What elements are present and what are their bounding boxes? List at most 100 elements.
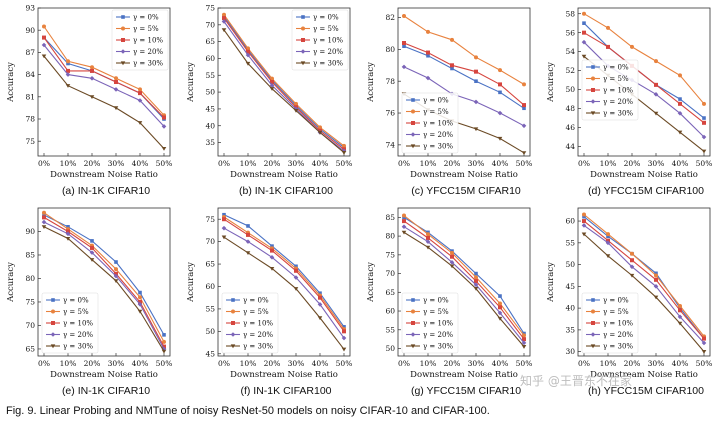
x-tick-label: 0%: [218, 359, 230, 368]
marker-point: [654, 277, 658, 282]
marker-point: [230, 332, 236, 337]
series-group: [221, 235, 347, 352]
y-tick-label: 82: [385, 13, 395, 22]
series-line: [583, 32, 705, 124]
marker-point: [246, 232, 250, 237]
marker-point: [341, 148, 347, 154]
marker-point: [654, 271, 658, 276]
x-tick-label: 50%: [696, 359, 713, 368]
marker-point: [678, 303, 682, 308]
marker-point: [474, 279, 478, 284]
marker-point: [300, 61, 306, 66]
legend-label: γ = 0%: [243, 297, 269, 305]
marker-point: [582, 212, 586, 217]
marker-point: [449, 264, 455, 269]
marker-point: [341, 151, 347, 155]
legend-label: γ = 0%: [423, 297, 449, 305]
marker-point: [50, 344, 56, 349]
legend-label: γ = 5%: [313, 25, 339, 33]
legend-label: γ = 30%: [423, 143, 453, 151]
marker-point: [653, 111, 659, 116]
legend-label: γ = 10%: [423, 320, 453, 328]
legend: γ = 0% γ = 5% γ = 10% γ = 20% γ = 30%: [291, 9, 349, 71]
marker-point: [522, 106, 526, 111]
x-axis-label: Downstream Noise Ratio: [590, 170, 698, 180]
y-tick-label: 75: [25, 137, 35, 146]
marker-point: [410, 332, 416, 337]
marker-point: [474, 275, 478, 280]
y-tick-label: 54: [565, 47, 575, 56]
chart-panel: 74 76 78 80 82 0% 10% 20% 30% 40% 50% Downstream No…: [366, 7, 532, 197]
marker-point: [701, 134, 707, 140]
marker-point: [498, 294, 502, 298]
marker-point: [402, 219, 406, 224]
marker-point: [581, 54, 587, 59]
series-group: [402, 44, 526, 111]
marker-point: [42, 210, 46, 215]
marker-point: [41, 54, 47, 59]
marker-point: [450, 37, 454, 42]
series-group: [582, 212, 706, 339]
series-group: [42, 24, 166, 118]
x-axis-label: Downstream Noise Ratio: [50, 170, 158, 180]
marker-point: [677, 321, 683, 326]
marker-point: [582, 21, 586, 25]
marker-point: [138, 299, 142, 304]
marker-point: [318, 291, 322, 296]
marker-point: [137, 98, 143, 103]
legend-box: [291, 9, 349, 71]
legend-label: γ = 10%: [423, 120, 453, 128]
marker-point: [497, 136, 503, 141]
x-tick-label: 20%: [264, 359, 281, 368]
y-tick-label: 50: [565, 85, 575, 94]
y-tick-label: 75: [205, 4, 215, 13]
y-tick-label: 70: [205, 237, 215, 246]
marker-point: [410, 144, 416, 149]
legend-label: γ = 0%: [313, 14, 339, 22]
marker-point: [701, 340, 707, 346]
marker-point: [221, 235, 227, 240]
legend-box: [401, 92, 459, 154]
marker-point: [51, 321, 55, 325]
marker-point: [590, 332, 596, 337]
marker-point: [605, 240, 611, 246]
y-tick-label: 65: [205, 37, 215, 46]
series-line: [43, 214, 165, 336]
marker-point: [42, 24, 46, 29]
marker-point: [270, 248, 274, 253]
marker-point: [90, 239, 94, 243]
series-group: [221, 225, 347, 341]
legend: γ = 0% γ = 5% γ = 10% γ = 20% γ = 30%: [221, 292, 279, 354]
plot-frame: [397, 7, 531, 157]
y-tick-label: 78: [25, 115, 35, 124]
legend-box: [41, 292, 99, 354]
marker-point: [270, 244, 274, 248]
y-tick-label: 55: [385, 325, 395, 334]
y-tick-label: 85: [385, 213, 395, 222]
marker-point: [653, 295, 659, 300]
marker-point: [701, 149, 707, 154]
y-tick-label: 90: [25, 227, 35, 236]
series-line: [583, 214, 705, 337]
chart-panel: 30 35 40 45 50 55 60 0% 10% 20% 30% 40% 50% Downstrea…: [546, 207, 713, 397]
series-line: [223, 236, 345, 350]
y-tick-label: 60: [205, 282, 215, 291]
marker-point: [89, 250, 95, 255]
y-tick-label: 40: [205, 121, 215, 130]
marker-point: [65, 231, 71, 237]
series-group: [401, 224, 527, 346]
y-axis-label: Accuracy: [366, 262, 376, 303]
marker-point: [630, 258, 634, 263]
chart-title: (e) IN-1K CIFAR10: [62, 385, 150, 397]
marker-point: [66, 224, 70, 229]
marker-point: [411, 109, 415, 114]
marker-point: [51, 309, 55, 314]
marker-point: [121, 26, 125, 31]
x-tick-label: 20%: [84, 159, 101, 168]
series-line: [403, 220, 525, 340]
series-group: [222, 217, 346, 334]
y-tick-label: 70: [25, 321, 35, 330]
marker-point: [425, 75, 431, 81]
x-tick-label: 30%: [108, 159, 125, 168]
marker-point: [630, 44, 634, 49]
